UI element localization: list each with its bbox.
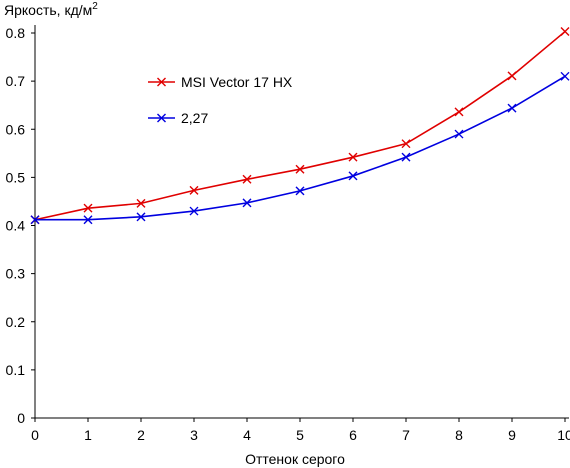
data-point — [242, 174, 252, 184]
legend-item: MSI Vector 17 HX — [148, 74, 293, 90]
data-point-stroke — [348, 152, 358, 162]
data-point-stroke — [507, 71, 517, 81]
data-point — [401, 139, 411, 149]
data-point-stroke — [189, 185, 199, 195]
data-point — [189, 185, 199, 195]
series-1 — [30, 71, 570, 225]
data-point-stroke — [401, 152, 411, 162]
y-axis-title-superscript: 2 — [92, 1, 98, 12]
data-point — [454, 107, 464, 117]
y-axis-title-text: Яркость, кд/м — [4, 2, 92, 18]
x-tick-label: 3 — [190, 427, 198, 443]
x-tick-label: 1 — [84, 427, 92, 443]
series-0 — [30, 27, 570, 225]
data-point-stroke — [136, 212, 146, 222]
x-tick-label: 2 — [137, 427, 145, 443]
x-tick-label: 4 — [243, 427, 251, 443]
data-point-stroke — [83, 203, 93, 213]
x-tick-label: 6 — [349, 427, 357, 443]
x-tick-label: 8 — [455, 427, 463, 443]
data-point-stroke — [136, 198, 146, 208]
y-tick-label: 0.4 — [6, 218, 26, 234]
data-point-stroke — [295, 186, 305, 196]
y-tick-label: 0.2 — [6, 314, 26, 330]
x-tick-label: 0 — [31, 427, 39, 443]
data-point-stroke — [401, 139, 411, 149]
data-point-stroke — [454, 107, 464, 117]
x-axis-title: Оттенок серого — [245, 451, 345, 467]
plot-area: 0 0.1 0.2 0.3 0.4 0.5 0.6 0.7 0.8 0 1 2 3 4 5 6 7 8 9 10 — [6, 25, 570, 443]
series-line — [35, 75, 566, 221]
data-point — [560, 71, 570, 81]
y-tick-label: 0.7 — [6, 73, 26, 89]
y-tick-label: 0.6 — [6, 121, 26, 137]
data-point-stroke — [295, 164, 305, 174]
y-tick-label: 0 — [17, 410, 25, 426]
legend-label: 2,27 — [181, 110, 208, 126]
x-tick-label: 9 — [508, 427, 516, 443]
data-point — [136, 198, 146, 208]
data-point-stroke — [189, 206, 199, 216]
data-point-stroke — [242, 198, 252, 208]
data-point — [454, 129, 464, 139]
data-point-stroke — [507, 103, 517, 113]
data-point — [242, 198, 252, 208]
data-point — [348, 171, 358, 181]
x-tick-label: 7 — [402, 427, 410, 443]
x-tick-label: 5 — [296, 427, 304, 443]
y-tick-label: 0.8 — [6, 25, 26, 41]
data-point — [507, 103, 517, 113]
legend: MSI Vector 17 HX 2,27 — [148, 74, 293, 126]
data-point-stroke — [348, 171, 358, 181]
data-point-stroke — [30, 215, 40, 225]
legend-item: 2,27 — [148, 110, 208, 126]
y-tick-label: 0.5 — [6, 169, 26, 185]
y-axis-title: Яркость, кд/м2 — [4, 1, 98, 18]
data-point — [560, 27, 570, 37]
data-point-stroke — [560, 71, 570, 81]
data-point-stroke — [83, 215, 93, 225]
data-point-stroke — [454, 129, 464, 139]
data-point — [189, 206, 199, 216]
y-tick-label: 0.3 — [6, 266, 26, 282]
legend-label: MSI Vector 17 HX — [181, 74, 293, 90]
data-point — [83, 203, 93, 213]
data-point-stroke — [242, 174, 252, 184]
data-point — [295, 186, 305, 196]
data-point — [348, 152, 358, 162]
data-point — [83, 215, 93, 225]
legend-marker — [157, 77, 166, 87]
data-point — [401, 152, 411, 162]
legend-marker — [157, 113, 166, 123]
x-tick-label: 10 — [557, 427, 570, 443]
y-tick-label: 0.1 — [6, 362, 26, 378]
data-point — [136, 212, 146, 222]
data-point-stroke — [560, 27, 570, 37]
data-point — [507, 71, 517, 81]
data-point — [295, 164, 305, 174]
data-point — [30, 215, 40, 225]
